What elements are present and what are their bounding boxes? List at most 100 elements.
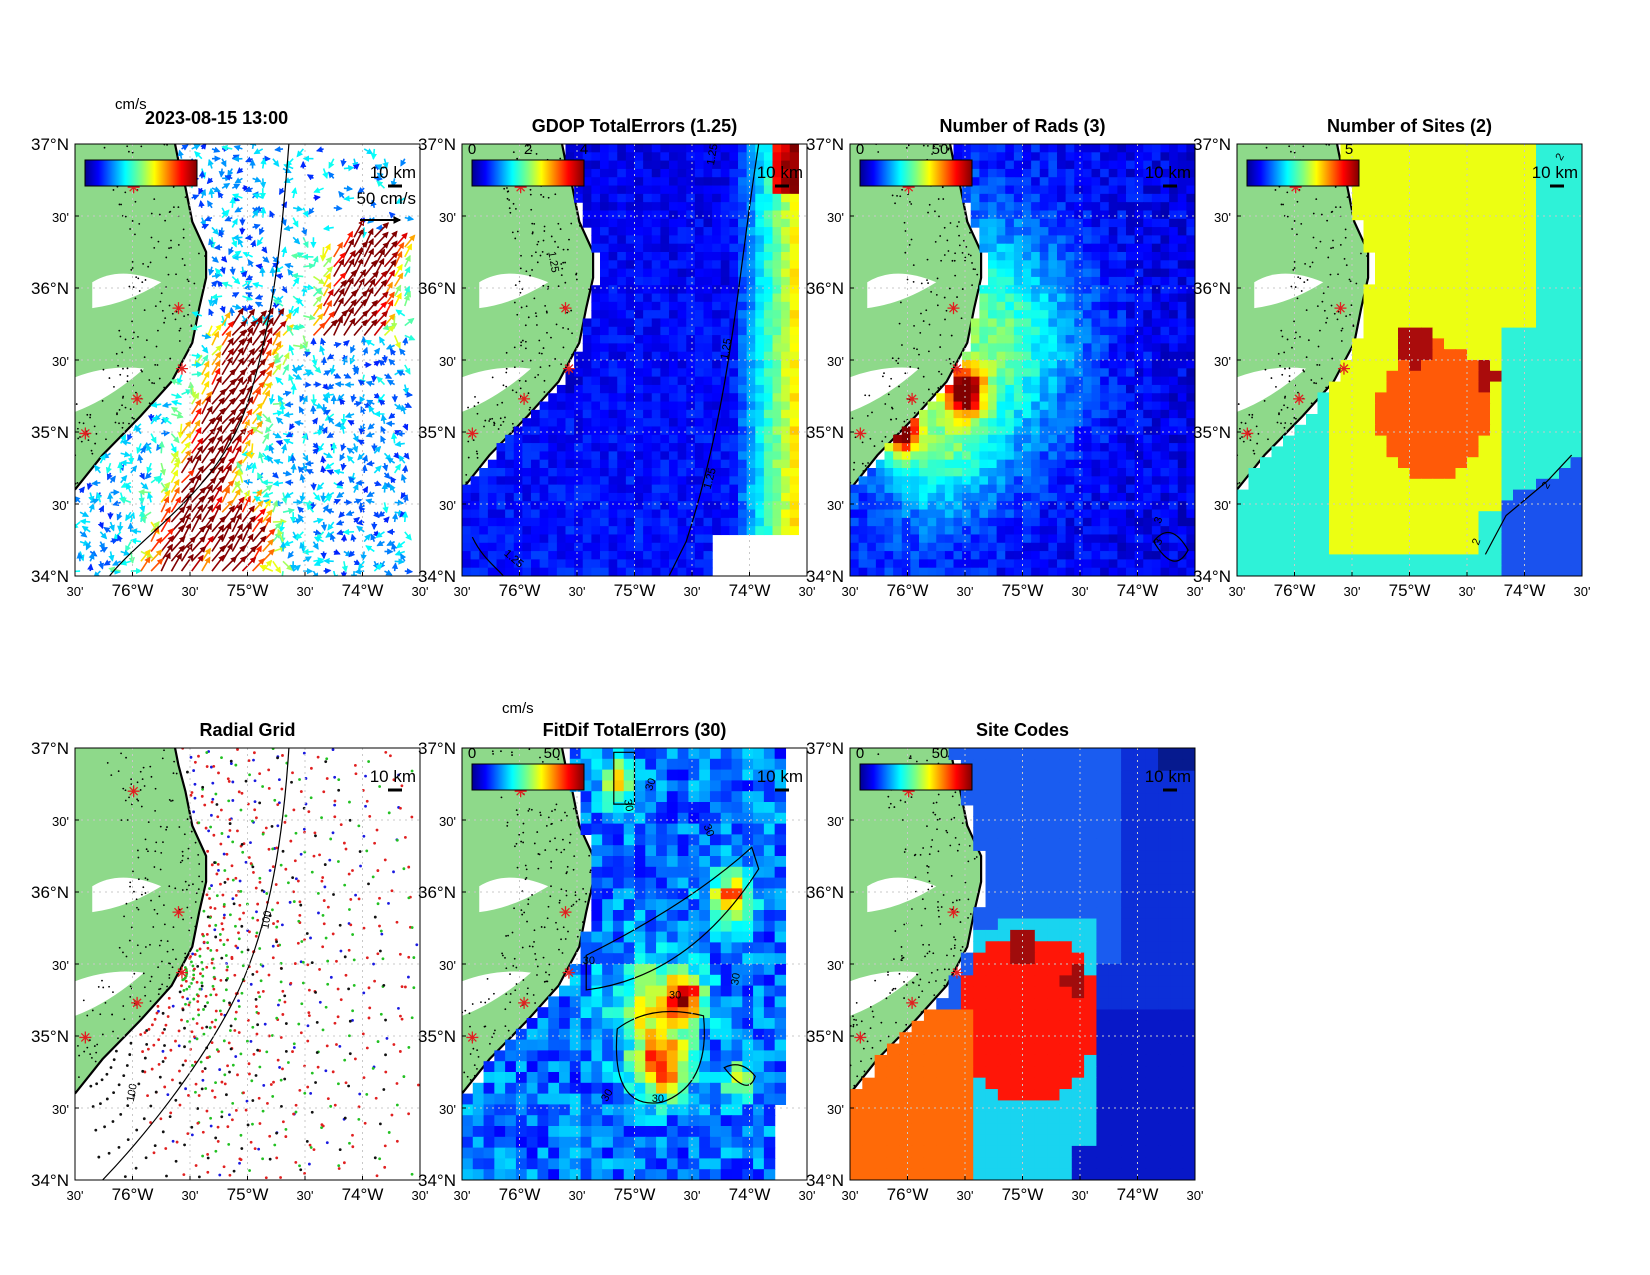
current-vector — [241, 522, 252, 542]
heatmap-cell — [1169, 185, 1179, 195]
heatmap-cell — [1022, 551, 1032, 560]
heatmap-cell — [1108, 144, 1118, 153]
current-vector — [335, 519, 345, 526]
current-vector — [177, 423, 184, 439]
heatmap-cell — [1108, 301, 1118, 311]
heatmap-cell — [660, 335, 670, 344]
shoreline-dot — [961, 288, 964, 290]
heatmap-cell — [1177, 368, 1187, 378]
heatmap-cell — [643, 476, 653, 486]
heatmap-cell — [850, 526, 860, 536]
heatmap-cell — [979, 210, 989, 220]
heatmap-cell — [660, 227, 670, 236]
heatmap-cell — [634, 384, 644, 394]
heatmap-cell — [867, 501, 877, 511]
heatmap-cell — [1082, 276, 1093, 286]
heatmap-cell — [574, 492, 584, 502]
heatmap-cell — [910, 501, 920, 511]
heatmap-cell — [1186, 517, 1195, 527]
current-vector — [283, 163, 294, 170]
heatmap-cell — [634, 326, 644, 336]
current-vector — [87, 563, 94, 572]
heatmap-cell — [738, 517, 748, 527]
heatmap-cell — [651, 168, 661, 178]
heatmap-cell — [875, 559, 886, 569]
heatmap-cell — [1177, 501, 1187, 511]
heatmap-cell — [660, 426, 670, 436]
heatmap-cell — [651, 401, 661, 411]
heatmap-cell — [1039, 310, 1049, 320]
heatmap-cell — [643, 459, 653, 469]
current-vector — [245, 274, 253, 281]
heatmap-cell — [1134, 451, 1144, 461]
heatmap-cell — [651, 492, 661, 502]
heatmap-cell — [1100, 451, 1110, 461]
heatmap-cell — [1100, 185, 1110, 195]
heatmap-cell — [1013, 252, 1024, 261]
shoreline-dot — [506, 190, 509, 193]
heatmap-cell — [531, 526, 541, 536]
shoreline-dot — [126, 145, 129, 148]
heatmap-cell — [1074, 318, 1084, 328]
heatmap-cell — [729, 426, 739, 436]
heatmap-cell — [996, 177, 1006, 187]
heatmap-cell — [703, 492, 713, 502]
heatmap-cell — [1100, 526, 1110, 536]
current-vector — [91, 479, 101, 487]
heatmap-cell — [1048, 193, 1058, 203]
heatmap-cell — [988, 492, 998, 502]
heatmap-cell — [608, 243, 618, 253]
current-vector — [373, 319, 387, 336]
shoreline-dot — [545, 310, 548, 313]
shoreline-dot — [576, 213, 579, 216]
heatmap-cell — [910, 551, 920, 560]
heatmap-cell — [686, 418, 696, 428]
heatmap-cell — [669, 409, 679, 419]
heatmap-cell — [1126, 501, 1136, 511]
albemarle-sound — [1254, 273, 1324, 309]
heatmap-cell — [1160, 193, 1170, 203]
current-vector — [365, 498, 375, 505]
heatmap-cell — [1057, 468, 1067, 477]
shoreline-dot — [969, 231, 971, 234]
heatmap-cell — [738, 501, 748, 511]
heatmap-cell — [1074, 227, 1084, 236]
current-vector — [150, 549, 163, 562]
shoreline-dot — [515, 207, 517, 210]
heatmap-cell — [763, 451, 774, 461]
heatmap-cell — [1169, 276, 1179, 286]
shoreline-dot — [514, 237, 517, 240]
heatmap-cell — [910, 418, 920, 428]
heatmap-cell — [1057, 459, 1067, 469]
current-vector — [346, 447, 355, 455]
heatmap-cell — [600, 235, 610, 245]
heatmap-cell — [1048, 376, 1058, 386]
current-vector — [130, 465, 138, 474]
current-vector — [144, 472, 152, 480]
shoreline-dot — [1355, 282, 1358, 285]
current-vector — [108, 551, 115, 562]
heatmap-cell — [901, 476, 911, 486]
current-vector — [373, 465, 382, 474]
heatmap-cell — [591, 426, 601, 436]
heatmap-cell — [582, 218, 592, 228]
heatmap-cell — [953, 517, 963, 527]
shoreline-dot — [1288, 367, 1291, 370]
heatmap-cell — [867, 551, 877, 560]
heatmap-cell — [660, 326, 670, 336]
heatmap-cell — [703, 484, 713, 494]
heatmap-cell — [988, 451, 998, 461]
heatmap-cell — [755, 509, 765, 519]
heatmap-cell — [1031, 310, 1041, 320]
heatmap-cell — [565, 451, 575, 461]
shoreline-dot — [922, 144, 925, 147]
heatmap-cell — [1160, 160, 1170, 170]
shoreline-dot — [1303, 281, 1306, 284]
heatmap-cell — [643, 243, 653, 253]
heatmap-cell — [1160, 144, 1170, 153]
heatmap-cell — [565, 426, 575, 436]
heatmap-cell — [651, 517, 661, 527]
heatmap-cell — [582, 517, 592, 527]
heatmap-cell — [513, 459, 523, 469]
heatmap-cell — [979, 567, 989, 576]
